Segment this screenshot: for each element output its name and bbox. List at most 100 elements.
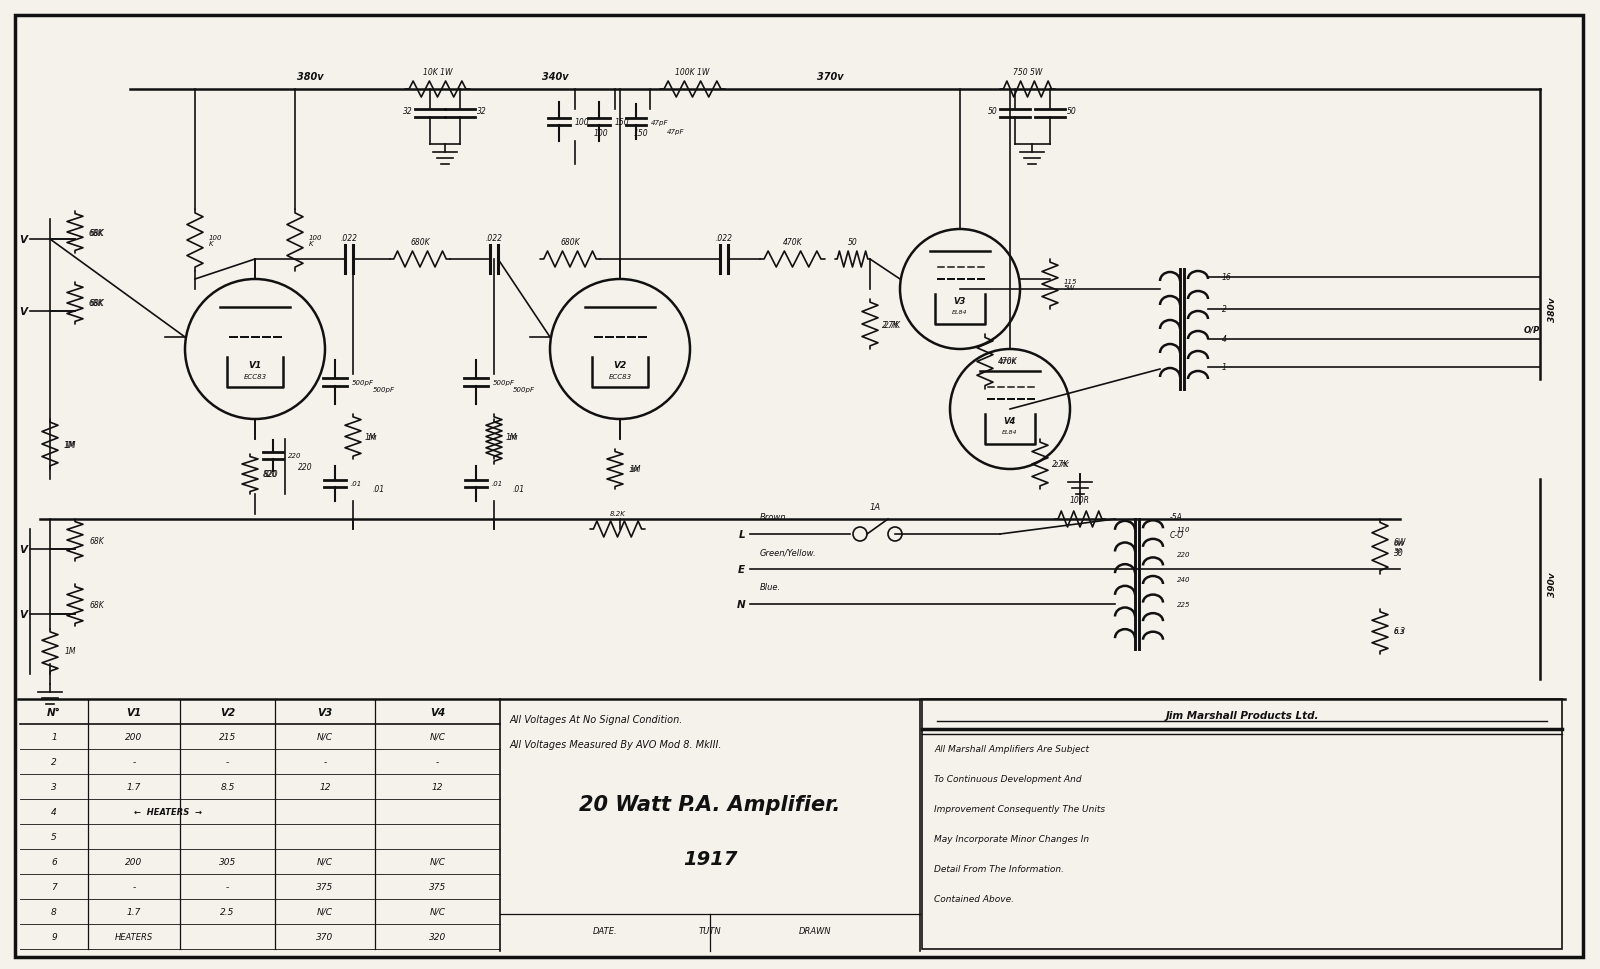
Text: 2.7K: 2.7K [1054,461,1070,467]
Text: .022: .022 [715,234,733,243]
Text: 2: 2 [1222,305,1227,314]
Text: 6W
30: 6W 30 [1394,541,1405,553]
Text: N/C: N/C [317,733,333,741]
Text: -5A: -5A [1170,512,1182,521]
Text: 8.2K: 8.2K [610,511,626,516]
Text: C-O: C-O [1170,530,1184,539]
Text: 150: 150 [614,118,630,127]
Text: E: E [738,564,746,575]
Text: 6.3: 6.3 [1394,629,1405,635]
Text: May Incorporate Minor Changes In: May Incorporate Minor Changes In [934,834,1090,843]
Text: 1: 1 [51,733,58,741]
Text: V4: V4 [1003,417,1016,426]
Text: 375: 375 [317,882,334,891]
Text: 820: 820 [264,470,278,479]
Text: 750 5W: 750 5W [1013,68,1042,77]
Text: 115
5W: 115 5W [1064,278,1077,292]
Text: EL84: EL84 [952,310,968,315]
Text: 1M: 1M [66,440,77,449]
Text: V3: V3 [317,706,333,717]
Text: 7: 7 [51,882,58,891]
Text: N/C: N/C [429,907,445,916]
Text: 380v: 380v [296,72,323,82]
Text: 500pF: 500pF [493,380,515,386]
Text: 500pF: 500pF [373,387,395,392]
Text: 6.3: 6.3 [1394,627,1406,636]
Text: EL84: EL84 [1002,430,1018,435]
Text: All Voltages At No Signal Condition.: All Voltages At No Signal Condition. [510,714,683,724]
Text: -: - [133,757,136,766]
Text: V4: V4 [430,706,445,717]
Text: 820: 820 [262,470,278,479]
Text: DATE.: DATE. [592,926,618,935]
Text: 100: 100 [594,128,608,138]
Text: N/C: N/C [317,858,333,866]
Text: 375: 375 [429,882,446,891]
Text: 16: 16 [1222,273,1232,282]
Bar [922,700,1562,949]
Text: V: V [19,610,27,619]
Text: -: - [133,882,136,891]
Text: V: V [19,234,27,245]
Text: 2: 2 [51,757,58,766]
Text: 20 Watt P.A. Amplifier.: 20 Watt P.A. Amplifier. [579,795,840,814]
Text: 2.7K: 2.7K [883,320,901,329]
Text: 370v: 370v [816,72,843,82]
Text: HEATERS: HEATERS [115,932,154,941]
Text: V1: V1 [248,360,262,369]
Text: -: - [435,757,438,766]
Text: V2: V2 [219,706,235,717]
Text: 100: 100 [574,118,590,127]
Text: 8: 8 [51,907,58,916]
Text: Contained Above.: Contained Above. [934,894,1014,903]
Text: 1.7: 1.7 [126,907,141,916]
Text: N/C: N/C [429,733,445,741]
Text: N°: N° [46,706,61,717]
Text: 68K: 68K [90,601,104,610]
Text: 1M: 1M [506,433,517,442]
Text: 680K: 680K [410,237,430,247]
Text: All Marshall Amplifiers Are Subject: All Marshall Amplifiers Are Subject [934,744,1090,753]
Text: 2.5: 2.5 [221,907,235,916]
Text: DRAWN: DRAWN [798,926,832,935]
Text: N: N [736,600,746,610]
Text: V: V [19,306,27,317]
Text: 1M: 1M [509,434,518,440]
Text: 500pF: 500pF [514,387,534,392]
Text: All Voltages Measured By AVO Mod 8. MkIII.: All Voltages Measured By AVO Mod 8. MkII… [510,739,723,749]
Text: .01: .01 [493,481,504,487]
Text: ←  HEATERS  →: ← HEATERS → [134,807,202,816]
Text: 68K: 68K [90,229,104,237]
Text: 32: 32 [403,108,413,116]
Text: 2.7K: 2.7K [882,320,899,329]
Text: 340v: 340v [542,72,568,82]
Text: 240: 240 [1178,577,1190,582]
Text: 100R: 100R [1070,495,1090,505]
Text: 10K 1W: 10K 1W [422,68,453,77]
Text: 1M: 1M [366,434,378,440]
Text: 12: 12 [320,782,331,791]
Text: 100
K: 100 K [309,234,323,247]
Text: V: V [19,545,27,554]
Text: 1M: 1M [66,647,77,656]
Text: L: L [738,529,746,540]
Text: 100
K: 100 K [210,234,222,247]
Text: 470K: 470K [782,237,802,247]
Text: 9: 9 [51,932,58,941]
Text: TUTN: TUTN [699,926,722,935]
Text: 215: 215 [219,733,237,741]
Text: -: - [226,882,229,891]
Text: 68K: 68K [90,299,104,308]
Text: O/P: O/P [1523,326,1539,334]
Text: 2.7K: 2.7K [1053,460,1069,469]
Text: 47pF: 47pF [651,119,669,125]
Text: 1: 1 [1222,363,1227,372]
Text: 200: 200 [125,858,142,866]
Text: 68K: 68K [90,229,104,237]
Text: .022: .022 [341,234,357,243]
Text: 12: 12 [432,782,443,791]
Text: -: - [323,757,326,766]
Text: Blue.: Blue. [760,582,781,591]
Text: 68K: 68K [90,536,104,545]
Text: -: - [226,757,229,766]
